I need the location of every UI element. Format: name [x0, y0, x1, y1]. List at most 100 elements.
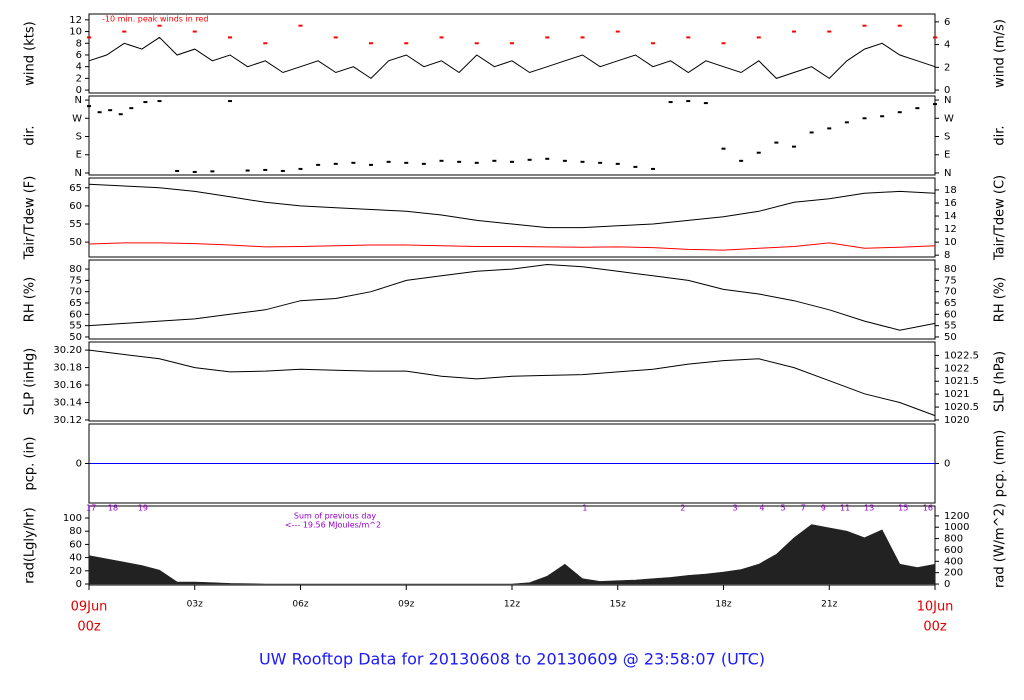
y-tick-label: 6 — [76, 50, 82, 61]
y-tick-label: E — [76, 150, 82, 161]
hour-marker: 1 — [582, 504, 587, 513]
y-tick-label: 55 — [69, 321, 82, 332]
series-line — [88, 242, 936, 251]
direction-point — [157, 100, 162, 103]
y2-tick-label: S — [944, 132, 950, 143]
hour-marker: 15 — [898, 504, 908, 513]
direction-point — [404, 161, 409, 164]
x-tick-label: 15z — [610, 600, 626, 610]
direction-point — [108, 109, 113, 112]
direction-point — [598, 161, 603, 164]
direction-point — [545, 157, 550, 160]
y-axis-label: RH (%) — [23, 277, 38, 322]
direction-point — [280, 169, 285, 172]
date-label: 09Jun — [71, 600, 108, 615]
y2-tick-label: 1020 — [944, 415, 969, 426]
peak-point — [897, 24, 902, 27]
y2-tick-label: 65 — [944, 298, 957, 309]
y2-tick-label: 8 — [944, 250, 950, 261]
y2-tick-label: 6 — [944, 17, 950, 28]
direction-point — [651, 167, 655, 170]
y2-tick-label: 4 — [944, 40, 950, 51]
direction-point — [580, 160, 585, 163]
y-tick-label: 30.12 — [53, 415, 82, 426]
y2-tick-label: 60 — [944, 309, 957, 320]
direction-point — [298, 167, 303, 170]
y2-tick-label: 12 — [944, 224, 957, 235]
hour-marker: 16 — [923, 504, 933, 513]
y2-tick-label: 80 — [944, 264, 957, 275]
peak-point — [721, 42, 726, 45]
y2-tick-label: 50 — [944, 332, 957, 343]
y-tick-label: 2 — [76, 73, 82, 84]
y-tick-label: 30.20 — [53, 345, 82, 356]
y-tick-label: 60 — [69, 201, 82, 212]
direction-point — [316, 163, 321, 166]
y2-axis-label: dir. — [993, 125, 1008, 145]
direction-point — [263, 168, 268, 171]
series-line — [88, 36, 936, 80]
peak-point — [228, 36, 232, 39]
direction-point — [703, 102, 708, 105]
direction-point — [774, 141, 779, 144]
y2-tick-label: 600 — [944, 545, 963, 556]
direction-point — [510, 160, 514, 163]
y2-axis-label: rad (W/m^2) — [993, 503, 1008, 588]
y2-tick-label: 400 — [944, 556, 963, 567]
y-tick-label: 8 — [76, 38, 82, 49]
peak-point — [862, 24, 867, 27]
direction-point — [633, 165, 638, 168]
y-axis-label: pcp. (in) — [23, 437, 38, 491]
y-tick-label: 75 — [69, 275, 82, 286]
y-tick-label: 65 — [69, 298, 82, 309]
peak-point — [510, 42, 514, 45]
hour-marker: 2 — [680, 504, 685, 513]
y-tick-label: 0 — [76, 579, 82, 590]
direction-point — [421, 162, 426, 165]
direction-point — [492, 159, 497, 162]
direction-point — [245, 169, 250, 172]
y-axis-label: SLP (inHg) — [23, 348, 38, 416]
y-axis-label: rad(Lgly/hr) — [23, 507, 38, 583]
peak-point — [87, 36, 91, 39]
page-title: UW Rooftop Data for 20130608 to 20130609… — [259, 650, 765, 669]
y-tick-label: N — [75, 168, 82, 179]
direction-point — [844, 121, 849, 124]
y2-tick-label: 1022 — [944, 363, 969, 374]
x-tick-label: 06z — [292, 600, 308, 610]
peak-point — [756, 36, 761, 39]
y-tick-label: 40 — [69, 553, 82, 564]
peak-point — [792, 30, 796, 33]
panel-frame — [88, 177, 936, 258]
y-tick-label: 100 — [63, 513, 82, 524]
direction-point — [668, 101, 673, 104]
direction-point — [933, 103, 937, 106]
hour-marker: 13 — [864, 504, 874, 513]
y-tick-label: 60 — [69, 539, 82, 550]
y2-axis-label: RH (%) — [993, 277, 1008, 322]
direction-point — [457, 160, 462, 163]
y2-tick-label: 18 — [944, 185, 957, 196]
direction-point — [97, 111, 102, 114]
hour-marker: 5 — [781, 504, 786, 513]
y2-tick-label: 55 — [944, 321, 957, 332]
y2-tick-label: 0 — [944, 579, 950, 590]
direction-point — [439, 159, 444, 162]
direction-point — [756, 151, 761, 154]
x-tick-label: 03z — [187, 600, 203, 610]
y2-tick-label: 10 — [944, 237, 957, 248]
radiation-area — [88, 524, 936, 585]
y-tick-label: 30.14 — [53, 397, 82, 408]
x-tick-label: 09z — [398, 600, 414, 610]
panel-frame — [88, 259, 936, 340]
y-axis-label: dir. — [23, 125, 38, 145]
peak-point — [263, 42, 268, 45]
y-tick-label: 20 — [69, 566, 82, 577]
peak-point — [827, 30, 832, 33]
direction-point — [827, 127, 832, 130]
y-tick-label: N — [75, 95, 82, 106]
y-tick-label: 50 — [69, 332, 82, 343]
peak-point — [545, 36, 550, 39]
series-line — [88, 183, 936, 229]
